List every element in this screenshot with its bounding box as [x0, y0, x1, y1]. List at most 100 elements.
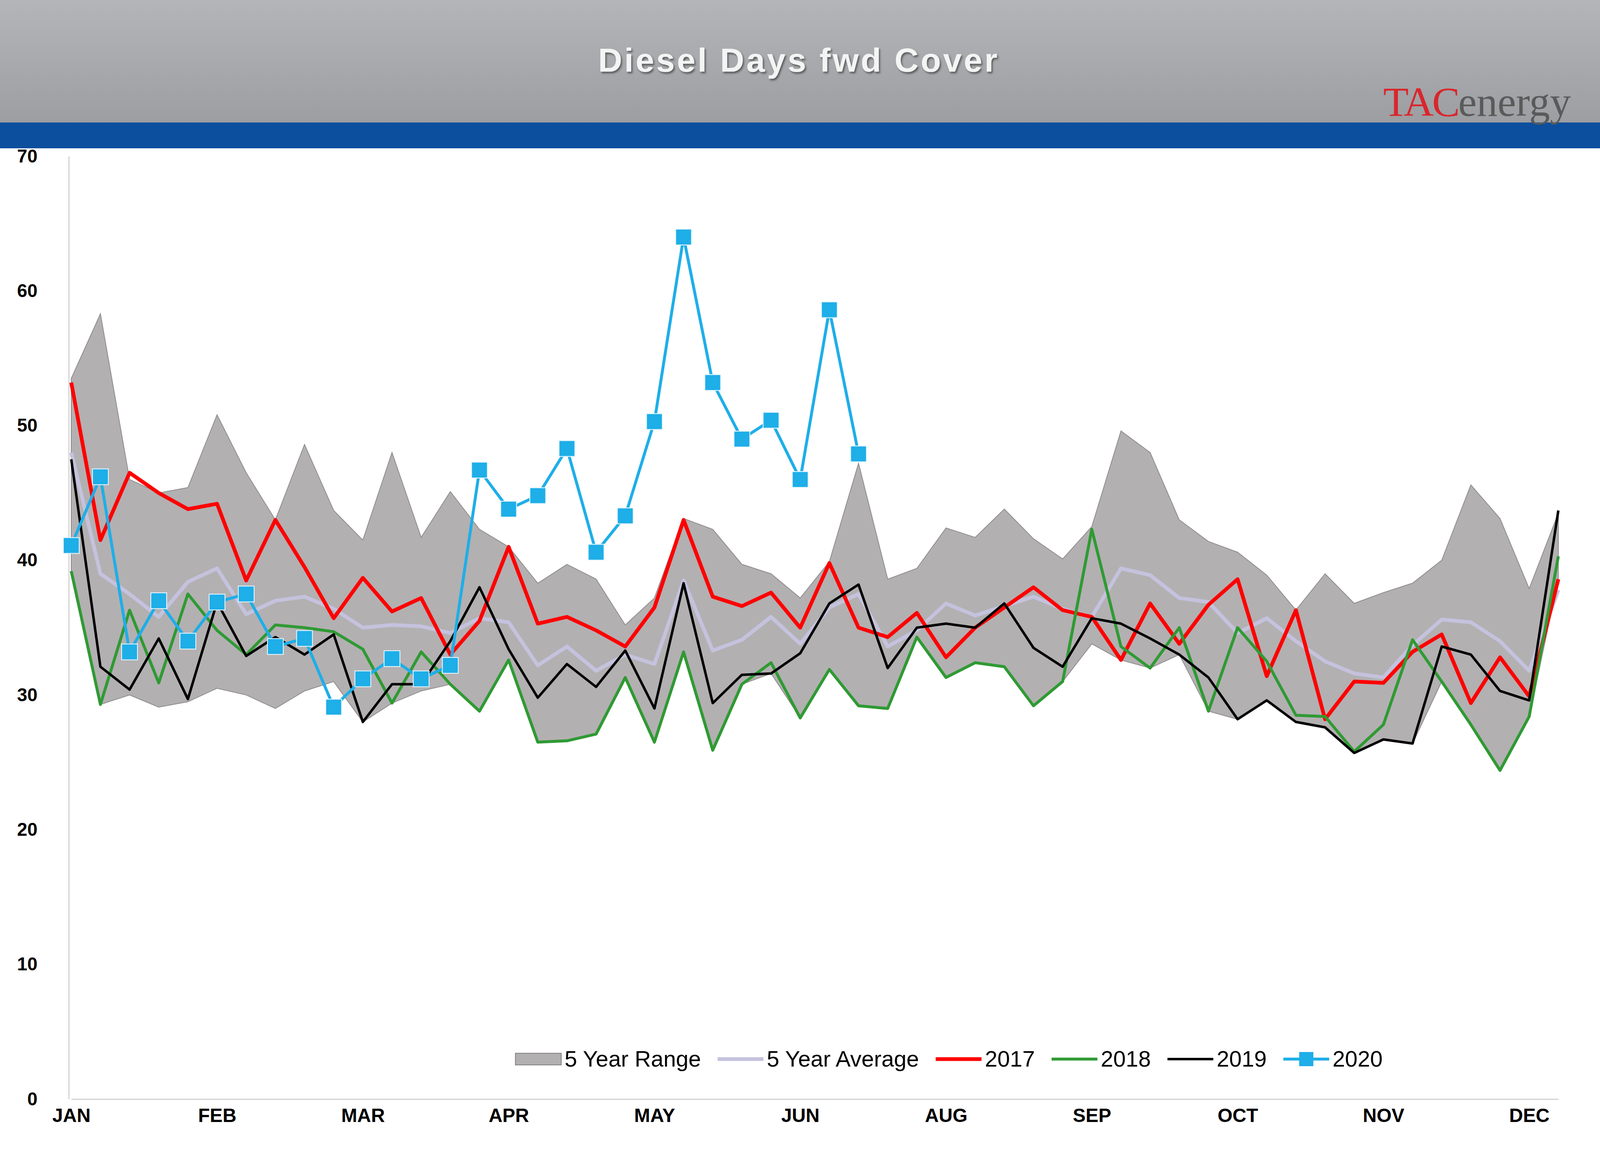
x-tick-label: JUN	[781, 1104, 820, 1127]
logo-part: TAC	[1383, 78, 1459, 125]
series-line	[71, 237, 859, 708]
series-marker	[705, 374, 721, 391]
series-marker	[675, 229, 692, 245]
legend-label: 2019	[1216, 1046, 1267, 1072]
x-tick: JAN	[52, 1099, 91, 1127]
series-marker	[209, 594, 225, 610]
x-tick: APR	[488, 1099, 530, 1127]
series-marker	[413, 670, 430, 687]
y-axis: 0 10 20 30 40 50 60 70	[17, 145, 69, 1110]
y-axis-line	[68, 156, 70, 1100]
chart-title: Diesel Days fwd Cover	[597, 41, 1000, 79]
series-marker	[325, 699, 342, 715]
y-tick-label: 0	[27, 1088, 38, 1110]
y-tick: 40	[17, 549, 69, 570]
series-marker	[471, 462, 488, 478]
x-tick-label: FEB	[197, 1104, 237, 1127]
legend-item: 2019	[1167, 1046, 1267, 1072]
y-tick-label: 60	[17, 280, 38, 301]
legend-swatch	[717, 1057, 764, 1062]
series-marker	[821, 302, 838, 318]
legend: 5 Year Range 5 Year Average 2017 2018 2019 20…	[515, 1046, 1383, 1072]
logo: TACenergy	[1383, 78, 1571, 125]
y-tick-label: 50	[17, 415, 38, 436]
legend-swatch	[1051, 1057, 1098, 1061]
chart-root: Diesel Days fwd Cover TACenergy 0 10 20 30 40 5…	[0, 0, 1600, 1162]
legend-label: 2020	[1332, 1046, 1383, 1072]
x-tick: NOV	[1362, 1099, 1405, 1127]
x-tick-label: APR	[488, 1104, 530, 1127]
x-tick: AUG	[925, 1099, 968, 1127]
x-tick: FEB	[197, 1099, 237, 1127]
series-marker	[355, 670, 371, 687]
series-marker	[646, 413, 663, 430]
legend-item: 2018	[1051, 1046, 1151, 1072]
x-tick: DEC	[1509, 1099, 1550, 1127]
y-tick: 20	[17, 819, 69, 840]
header-band	[0, 0, 1600, 123]
legend-label: 5 Year Range	[564, 1046, 701, 1072]
series-marker	[763, 412, 780, 429]
x-tick: MAR	[341, 1099, 385, 1127]
series-marker	[559, 440, 575, 457]
y-tick: 10	[17, 953, 69, 975]
y-tick: 50	[17, 415, 69, 436]
legend-item: 2017	[935, 1046, 1035, 1072]
legend-marker	[1299, 1052, 1314, 1067]
y-tick-label: 10	[17, 953, 38, 975]
plot-area	[63, 229, 1559, 771]
series-marker	[238, 586, 255, 603]
x-tick-label: MAR	[341, 1104, 385, 1127]
x-tick: MAY	[634, 1099, 675, 1127]
series-marker	[734, 431, 750, 448]
legend-label: 2018	[1100, 1046, 1151, 1072]
legend-item: 5 Year Range	[515, 1046, 701, 1072]
range-area	[71, 313, 1559, 771]
legend-label: 2017	[985, 1046, 1035, 1072]
x-tick: OCT	[1217, 1099, 1258, 1127]
legend-item: 5 Year Average	[717, 1046, 919, 1072]
x-tick-label: MAY	[634, 1104, 675, 1127]
series-line	[71, 452, 1559, 678]
background	[0, 0, 1600, 1162]
y-tick-label: 70	[17, 145, 38, 167]
legend-swatch	[1167, 1057, 1214, 1061]
x-tick: JUN	[781, 1099, 820, 1127]
x-tick-label: JAN	[52, 1104, 91, 1127]
x-tick-label: OCT	[1217, 1104, 1258, 1127]
series-marker	[150, 592, 167, 609]
legend-item: 2020	[1283, 1046, 1383, 1072]
series-marker	[267, 638, 284, 655]
y-tick: 70	[17, 145, 69, 167]
y-tick-label: 30	[17, 684, 38, 705]
x-axis-line	[71, 1098, 1559, 1100]
x-tick-label: DEC	[1509, 1104, 1550, 1127]
x-tick-label: AUG	[925, 1104, 968, 1127]
series-marker	[588, 544, 605, 560]
series-marker	[180, 633, 196, 650]
series-marker	[500, 501, 517, 518]
legend-swatch	[935, 1057, 982, 1062]
series-marker	[850, 445, 867, 462]
y-tick-label: 20	[17, 819, 38, 840]
series-marker	[792, 471, 809, 488]
series-marker	[530, 487, 546, 504]
series-line	[71, 382, 1559, 720]
x-tick-label: SEP	[1072, 1104, 1112, 1127]
logo-part: energy	[1458, 78, 1571, 125]
x-axis: JAN FEB MAR APR MAY JUN AUG SEP OCT NOV DEC	[52, 1099, 1559, 1127]
y-tick-label: 40	[17, 549, 38, 570]
header-stripe	[0, 122, 1600, 149]
series-line	[71, 459, 1559, 753]
x-tick: SEP	[1072, 1099, 1112, 1127]
series-marker	[92, 468, 109, 485]
y-tick: 60	[17, 280, 69, 301]
x-tick-label: NOV	[1362, 1104, 1405, 1127]
y-tick: 30	[17, 684, 69, 705]
legend-label: 5 Year Average	[766, 1046, 919, 1072]
series-marker	[442, 657, 459, 674]
series-marker	[296, 630, 313, 647]
series-marker	[617, 507, 634, 524]
series-marker	[63, 537, 80, 554]
legend-swatch	[515, 1053, 562, 1065]
